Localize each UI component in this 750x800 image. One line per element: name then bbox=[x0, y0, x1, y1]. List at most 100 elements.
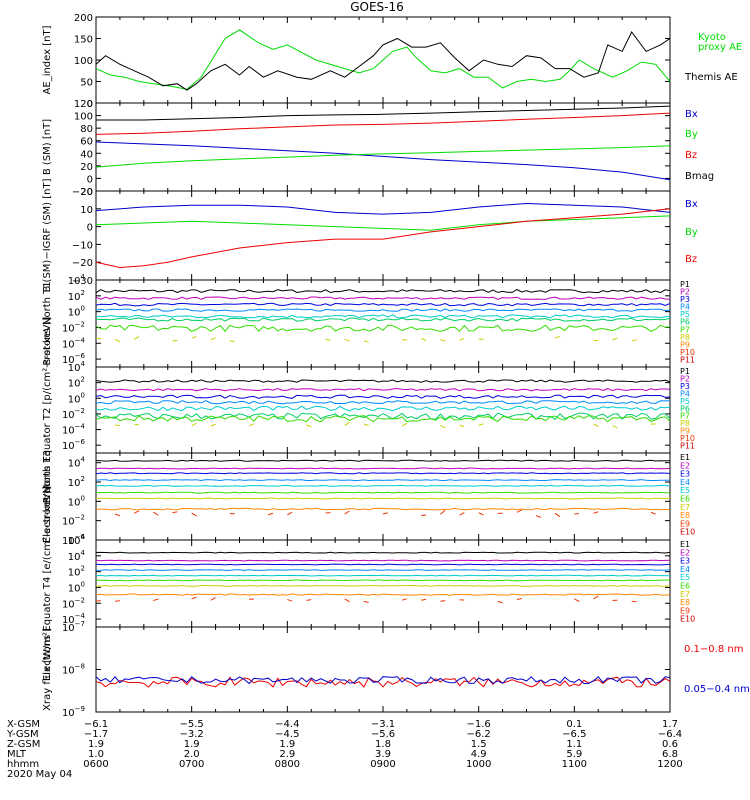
y-tick-label: 20 bbox=[80, 187, 93, 198]
x-row-value: 1.7 bbox=[662, 719, 678, 730]
x-row-value: −1.6 bbox=[467, 719, 491, 730]
date-label: 2020 May 04 bbox=[7, 769, 72, 780]
channel-segment-8 bbox=[115, 600, 120, 602]
y-tick-label: −10 bbox=[72, 240, 93, 251]
y-tick-exponent: −4 bbox=[75, 336, 86, 344]
panel-frame bbox=[95, 102, 671, 192]
channel-line-3 bbox=[95, 400, 671, 405]
y-tick-label: 10−6 bbox=[62, 438, 86, 452]
panel-8: 10−7 10−8 10−9 Xray flux [W/m²] bbox=[42, 620, 671, 719]
x-row-value: 1.0 bbox=[88, 749, 104, 760]
channel-label-e2: E2 bbox=[680, 461, 690, 470]
channel-line-4 bbox=[95, 484, 671, 487]
channel-label-p6: P6 bbox=[680, 404, 690, 413]
channel-label-e3: E3 bbox=[680, 470, 690, 479]
channel-segment-7 bbox=[440, 339, 446, 342]
channel-segment-7 bbox=[229, 340, 235, 343]
y-tick-exponent: −4 bbox=[75, 612, 86, 620]
channel-segment-7 bbox=[478, 423, 484, 426]
channel-label-p9: P9 bbox=[680, 427, 690, 436]
channel-segment-8 bbox=[210, 597, 216, 601]
channel-segment-7 bbox=[306, 424, 312, 428]
y-tick-label: −30 bbox=[72, 276, 93, 287]
channel-segment-7 bbox=[459, 337, 465, 342]
panel-frame bbox=[95, 626, 671, 713]
x-row-value: −4.4 bbox=[275, 719, 299, 730]
y-tick-exponent: 0 bbox=[81, 391, 85, 399]
channel-segment-8 bbox=[344, 598, 350, 603]
y-tick-label: 20 bbox=[80, 162, 93, 173]
series-line-2 bbox=[95, 208, 671, 269]
series-line-1 bbox=[95, 215, 671, 231]
channel-label-p1: P1 bbox=[680, 280, 690, 289]
x-row-value: 0600 bbox=[83, 759, 108, 770]
channel-segment-8 bbox=[440, 509, 446, 515]
y-tick-label: 102 bbox=[68, 565, 85, 579]
x-row-value: −4.5 bbox=[275, 729, 299, 740]
channel-segment-8 bbox=[153, 598, 159, 602]
channel-segment-7 bbox=[421, 337, 427, 342]
channel-line-2 bbox=[95, 394, 671, 399]
channel-line-1 bbox=[95, 296, 671, 300]
x-row-value: 1.9 bbox=[184, 739, 200, 750]
channel-segment-7 bbox=[191, 335, 197, 339]
y-tick-exponent: 6 bbox=[81, 533, 86, 541]
x-row-label: Z-GSM bbox=[7, 739, 40, 750]
y-tick-exponent: 2 bbox=[81, 565, 85, 573]
channel-line-3 bbox=[95, 569, 671, 571]
y-tick-label: 10−7 bbox=[62, 620, 85, 634]
x-row-value: 1.1 bbox=[566, 739, 582, 750]
legend-entry: Bx bbox=[685, 199, 698, 210]
x-row-value: −3.2 bbox=[180, 729, 204, 740]
y-tick-label: 100 bbox=[68, 391, 85, 405]
y-tick-label: 10−9 bbox=[62, 705, 85, 719]
channel-segment-8 bbox=[574, 513, 580, 515]
y-tick-exponent: −7 bbox=[75, 620, 85, 628]
channel-label-p6: P6 bbox=[680, 318, 690, 327]
y-tick-label: 10−2 bbox=[62, 596, 85, 610]
channel-label-e6: E6 bbox=[680, 495, 690, 504]
y-tick-exponent: 2 bbox=[81, 376, 85, 384]
channel-label-p8: P8 bbox=[680, 333, 690, 342]
y-axis-label: Electrons Equator T4 [e/(cm²-s-sr-keV)] bbox=[42, 486, 53, 681]
channel-line-1 bbox=[95, 676, 671, 685]
channel-line-3 bbox=[95, 308, 671, 312]
channel-segment-8 bbox=[650, 511, 656, 515]
channel-segment-8 bbox=[172, 511, 178, 514]
y-tick-exponent: 0 bbox=[81, 580, 85, 588]
channel-label-p3: P3 bbox=[680, 382, 690, 391]
x-row-value: 2.0 bbox=[184, 749, 200, 760]
y-tick-label: 104 bbox=[68, 360, 86, 374]
channel-segment-8 bbox=[401, 598, 408, 601]
y-tick-label: 10 bbox=[80, 205, 93, 216]
y-tick-label: 10−4 bbox=[62, 423, 86, 437]
y-tick-label: 100 bbox=[68, 305, 85, 319]
channel-label-p3: P3 bbox=[680, 295, 690, 304]
channel-line-6 bbox=[95, 415, 671, 423]
channel-label-e4: E4 bbox=[680, 478, 690, 487]
series-line-3 bbox=[96, 105, 671, 121]
y-tick-label: 102 bbox=[68, 376, 85, 390]
channel-segment-7 bbox=[210, 337, 216, 341]
channel-segment-7 bbox=[95, 337, 101, 340]
y-tick-exponent: −2 bbox=[75, 596, 85, 604]
channel-label-e2: E2 bbox=[680, 548, 690, 557]
channel-line-6 bbox=[96, 497, 671, 500]
channel-line-0 bbox=[95, 288, 671, 294]
channel-label-e4: E4 bbox=[680, 565, 690, 574]
x-row-value: −1.7 bbox=[84, 729, 108, 740]
y-tick-exponent: −2 bbox=[75, 407, 85, 415]
y-axis-label: Electrons North T3 bbox=[42, 450, 53, 543]
channel-line-1 bbox=[95, 559, 671, 562]
series-line-0 bbox=[95, 202, 671, 215]
channel-segment-8 bbox=[268, 512, 274, 516]
y-tick-label: −20 bbox=[72, 187, 93, 198]
y-tick-exponent: 4 bbox=[81, 456, 86, 464]
y-tick-exponent: −8 bbox=[75, 663, 85, 671]
channel-line-0 bbox=[95, 551, 671, 554]
channel-segment-7 bbox=[459, 424, 465, 428]
x-row-label: MLT bbox=[7, 749, 27, 760]
